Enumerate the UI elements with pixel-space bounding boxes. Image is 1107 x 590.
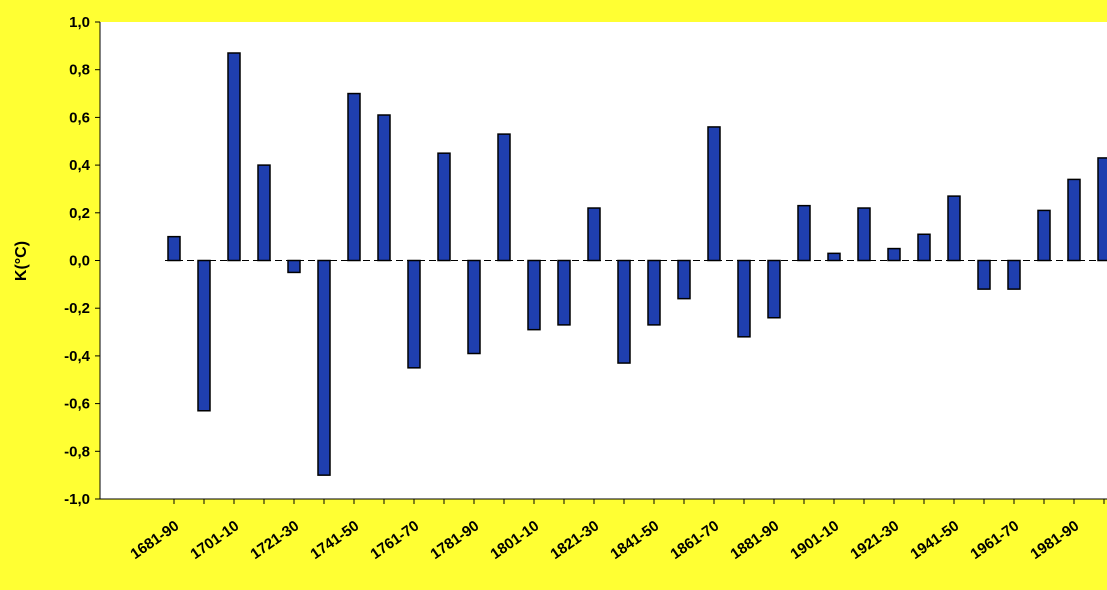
y-tick-label: 1,0 [69,14,90,31]
bar-1981-90 [1067,178,1081,262]
bar-1681-90 [167,235,181,262]
x-tick-label: 1981-90 [1027,517,1082,563]
bar-1731-40 [317,259,331,476]
bar-1721-30 [287,259,301,274]
bar-1811-20 [557,259,571,326]
bar-1781-90 [467,259,481,355]
y-tick-label: -0,8 [64,443,90,460]
y-tick-label: 0,2 [69,205,90,222]
x-tick-label: 1701-10 [187,517,242,563]
bar-1691-00 [197,259,211,412]
y-tick-label: -0,6 [64,396,90,413]
bar-1771-80 [437,152,451,262]
bar-1871-80 [737,259,751,338]
bar-1841-50 [647,259,661,326]
x-tick-label: 1841-50 [607,517,662,563]
x-tick-label: 1821-30 [547,517,602,563]
bar-1991-00 [1097,157,1107,262]
x-tick-label: 1921-30 [847,517,902,563]
x-tick-label: 1901-10 [787,517,842,563]
y-tick-label: 0,4 [69,157,91,174]
x-tick-label: 1741-50 [307,517,362,563]
bar-1931-40 [917,233,931,262]
bar-1971-80 [1037,209,1051,262]
x-tick-label: 1781-90 [427,517,482,563]
bar-1701-10 [227,52,241,262]
x-tick-label: 1881-90 [727,517,782,563]
x-axis: 1681-90 1701-10 1721-30 1741-50 1761-70 1781-… [100,498,1107,563]
x-tick-label: 1681-90 [127,517,182,563]
bar-1961-70 [1007,259,1021,290]
y-tick-label: -1,0 [64,491,90,508]
x-tick-label: 1761-70 [367,517,422,563]
bar-1801-10 [527,259,541,331]
y-axis: 1,0 0,8 0,6 0,4 0,2 0,0 -0,2 -0,4 -0,6 -0,8 -1,0 [64,14,101,508]
bar-1941-50 [947,195,961,262]
x-tick-label: 1941-50 [907,517,962,563]
bar-1911-20 [857,207,871,262]
bar-1741-50 [347,92,361,262]
y-tick-label: 0,0 [69,253,90,270]
x-tick-label: 1721-30 [247,517,302,563]
bar-1881-90 [767,259,781,319]
bar-1861-70 [707,126,721,262]
y-tick-label: 0,8 [69,62,90,79]
bar-1921-30 [887,247,901,262]
bar-1831-40 [617,259,631,364]
bar-1791-00 [497,133,511,262]
bar-1901-10 [827,252,841,262]
bar-1751-60 [377,114,391,262]
bar-1711-20 [257,164,271,262]
y-axis-title: K(°C) [13,241,30,281]
x-tick-label: 1801-10 [487,517,542,563]
x-tick-label: 1961-70 [967,517,1022,563]
bar-1951-60 [977,259,991,290]
bar-1851-60 [677,259,691,300]
y-tick-label: -0,4 [64,348,91,365]
bar-1761-70 [407,259,421,369]
bar-1821-30 [587,207,601,262]
y-tick-label: 0,6 [69,109,90,126]
y-tick-label: -0,2 [64,300,90,317]
bar-1891-00 [797,204,811,262]
x-tick-label: 1861-70 [667,517,722,563]
bar-group [167,52,1107,476]
